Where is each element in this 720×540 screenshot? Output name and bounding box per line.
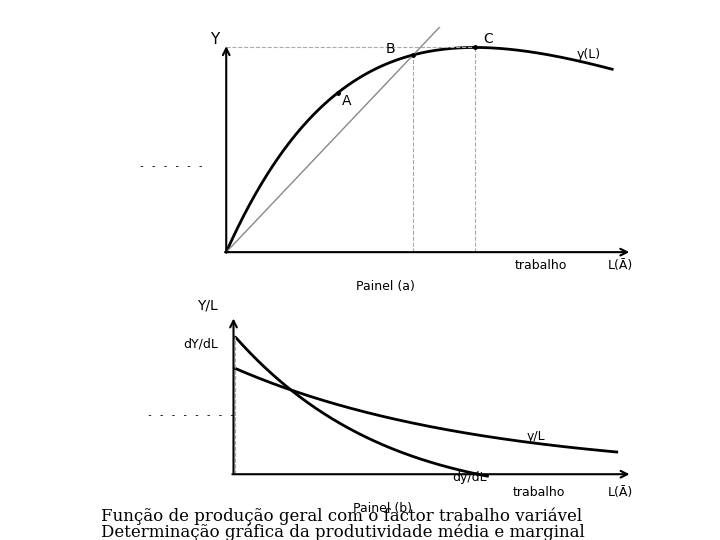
Text: trabalho: trabalho [514, 259, 567, 272]
Text: Painel (b): Painel (b) [353, 502, 412, 515]
Text: C: C [483, 32, 492, 46]
Text: L(Ā): L(Ā) [608, 486, 634, 499]
Text: Painel (a): Painel (a) [356, 280, 415, 293]
Text: dY/dL: dY/dL [183, 338, 218, 350]
Text: - - - - - - - -: - - - - - - - - [148, 410, 235, 420]
Text: Determinação gráfica da produtividade média e marginal: Determinação gráfica da produtividade mé… [101, 524, 585, 540]
Text: Y/L: Y/L [197, 299, 218, 313]
Text: dy/dL: dy/dL [452, 471, 487, 484]
Text: Y: Y [210, 32, 219, 48]
Text: B: B [385, 42, 395, 56]
Text: L(Ā): L(Ā) [608, 259, 633, 272]
Text: trabalho: trabalho [513, 486, 564, 499]
Text: y/L: y/L [527, 430, 546, 443]
Text: - - - - - -: - - - - - - [139, 161, 203, 171]
Text: A: A [341, 94, 351, 108]
Text: y(L): y(L) [577, 48, 600, 60]
Text: Função de produção geral com o factor trabalho variável: Função de produção geral com o factor tr… [101, 508, 582, 525]
